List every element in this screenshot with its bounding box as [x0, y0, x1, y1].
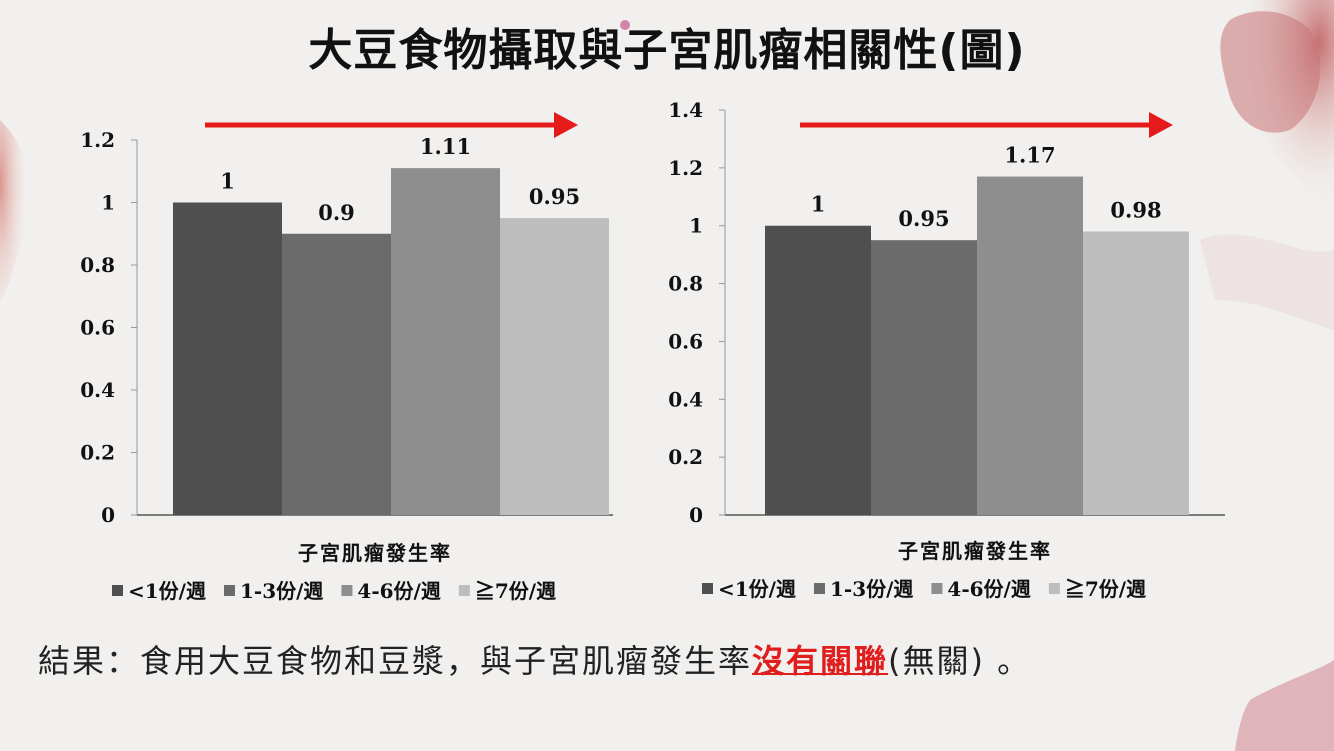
legend-entry: 1-3份/週 [830, 577, 913, 601]
y-tick-label: 0.6 [80, 316, 115, 340]
y-tick-label: 0.2 [80, 441, 115, 465]
y-tick-label: 1 [689, 214, 703, 238]
trend-arrow-head [1149, 112, 1173, 138]
bar [391, 168, 500, 515]
bar [871, 240, 977, 515]
y-tick-label: 0.8 [668, 272, 703, 296]
y-tick-label: 0.2 [668, 445, 703, 469]
legend-swatch [223, 585, 235, 596]
legend-swatch [341, 585, 353, 596]
legend-swatch [1048, 583, 1060, 594]
y-tick-label: 0.8 [80, 253, 115, 277]
conclusion-text: 結果：食用大豆食物和豆漿，與子宮肌瘤發生率沒有關聯(無關) 。 [38, 636, 1031, 682]
data-label: 1 [811, 192, 826, 217]
legend-entry: <1份/週 [128, 579, 206, 603]
bar [173, 202, 282, 515]
slide-title: 大豆食物攝取與子宮肌瘤相關性(圖) [308, 25, 1026, 76]
left-chart: 0 0.2 0.4 0.6 0.8 1 1.2 1 0.9 1.11 0.95 子宮肌瘤發生率 <1份/… [80, 112, 613, 603]
data-label: 0.95 [898, 206, 949, 231]
y-tick-label: 0.4 [668, 387, 703, 411]
data-label: 1 [220, 169, 235, 194]
conclusion-prefix: 結果：食用大豆食物和豆漿，與子宮肌瘤發生率 [38, 642, 753, 680]
bar [765, 225, 871, 515]
y-tick-label: 0 [689, 503, 703, 527]
data-label: 0.98 [1110, 198, 1161, 223]
legend-swatch [112, 585, 123, 596]
legend-entry: 1-3份/週 [240, 579, 323, 603]
legend-swatch [813, 583, 825, 594]
y-tick-label: 0.6 [668, 329, 703, 353]
legend-entry: 4-6份/週 [357, 579, 440, 603]
legend-entry: ≧7份/週 [1065, 577, 1146, 601]
data-label: 1.11 [420, 134, 471, 159]
bar [977, 176, 1083, 515]
bar [282, 233, 391, 515]
legend-swatch [931, 583, 943, 594]
legend-swatch [458, 585, 470, 596]
y-tick-label: 1.4 [668, 98, 703, 122]
legend-entry: <1份/週 [718, 577, 796, 601]
legend-entry: 4-6份/週 [947, 577, 1030, 601]
right-chart: 0 0.2 0.4 0.6 0.8 1 1.2 1.4 1 0.95 1.17 0.98 子宮肌瘤發生率… [668, 98, 1225, 601]
y-tick-label: 1.2 [668, 156, 703, 180]
y-tick-label: 1 [101, 191, 115, 215]
legend-entry: ≧7份/週 [475, 579, 556, 603]
legend-swatch [702, 583, 713, 594]
data-label: 0.9 [318, 200, 355, 225]
y-tick-label: 1.2 [80, 128, 115, 152]
conclusion-suffix: (無關) 。 [888, 642, 1032, 680]
x-axis-label: 子宮肌瘤發生率 [898, 539, 1052, 563]
bar [500, 218, 609, 515]
data-label: 0.95 [529, 184, 580, 209]
legend: <1份/週 1-3份/週 4-6份/週 ≧7份/週 [702, 577, 1146, 601]
y-tick-label: 0.4 [80, 378, 115, 402]
legend: <1份/週 1-3份/週 4-6份/週 ≧7份/週 [112, 579, 556, 603]
y-tick-label: 0 [101, 503, 115, 527]
trend-arrow-head [554, 112, 578, 138]
x-axis-label: 子宮肌瘤發生率 [298, 541, 452, 565]
conclusion-highlight: 沒有關聯 [752, 642, 889, 680]
bar [1083, 231, 1189, 515]
data-label: 1.17 [1004, 143, 1055, 168]
